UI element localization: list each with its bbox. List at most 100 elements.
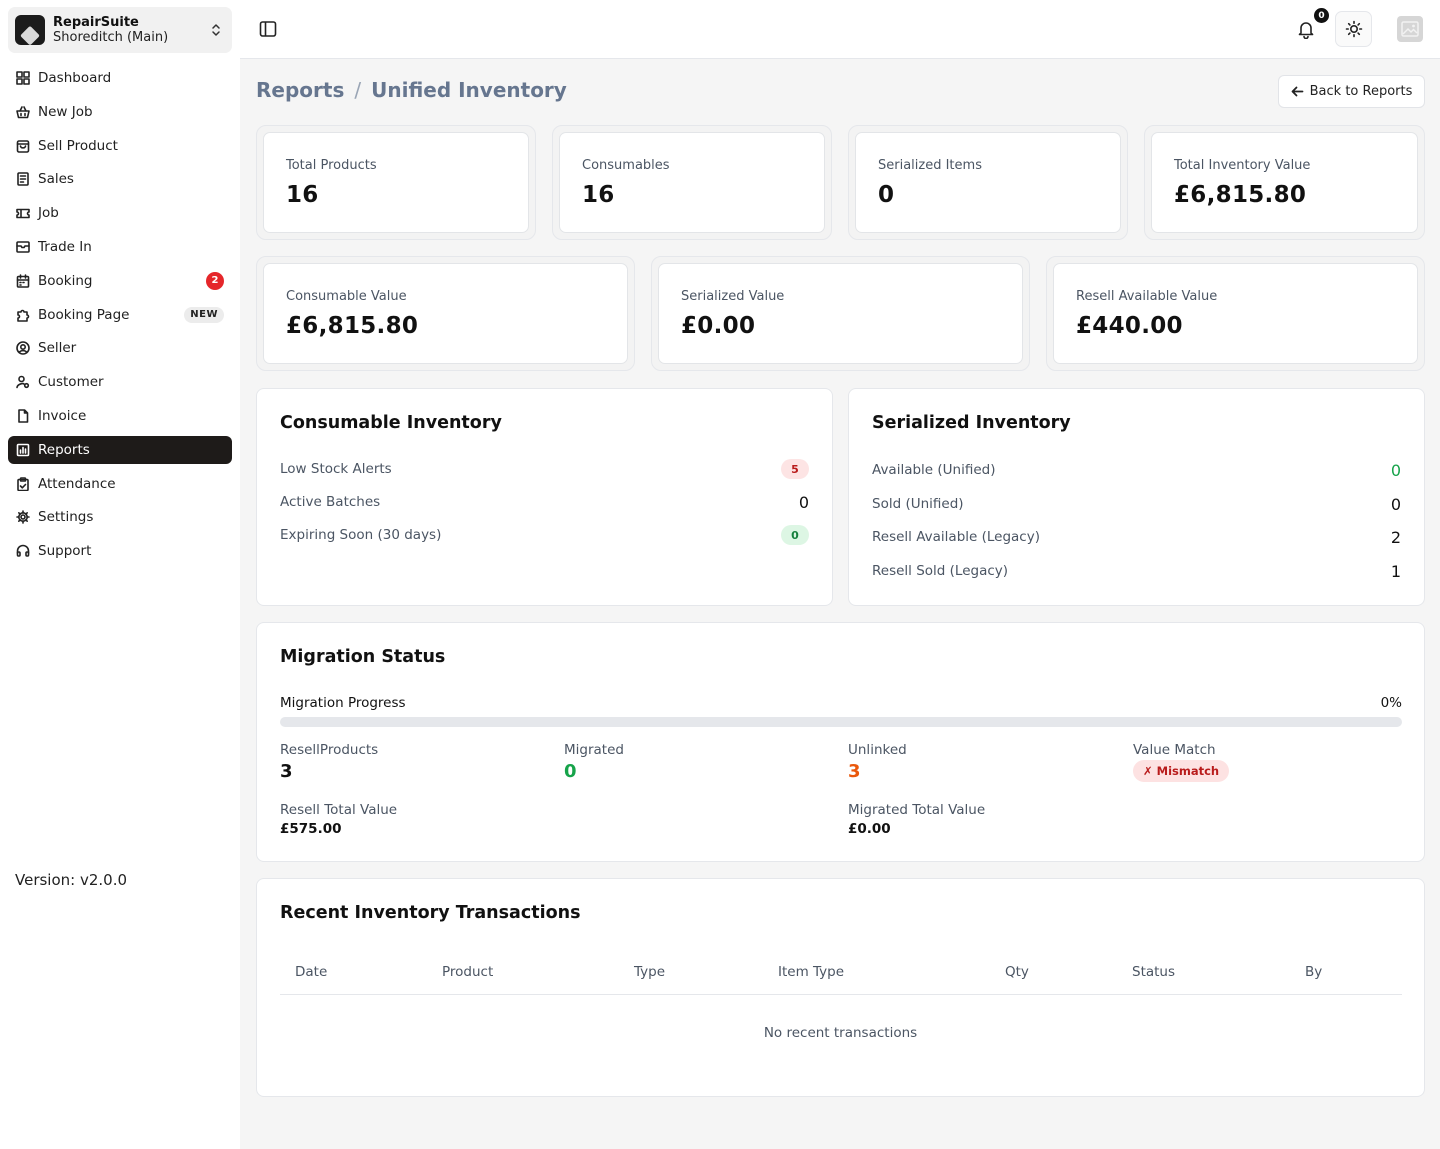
- column-header-by[interactable]: By: [1305, 964, 1323, 980]
- sidebar-item-invoice[interactable]: Invoice: [8, 402, 232, 430]
- sidebar: RepairSuite Shoreditch (Main) Dashboard …: [0, 0, 240, 1149]
- sidebar-item-sell-product[interactable]: Sell Product: [8, 132, 232, 160]
- sidebar-item-label: Reports: [38, 441, 90, 458]
- mig-label: Resell Total Value: [280, 802, 398, 818]
- sidebar-item-settings[interactable]: Settings: [8, 503, 232, 531]
- sidebar-toggle-icon[interactable]: [259, 20, 277, 38]
- org-switcher[interactable]: RepairSuite Shoreditch (Main): [8, 7, 232, 53]
- stat-value: 16: [582, 182, 615, 208]
- basket-icon: [16, 105, 30, 119]
- booking-count-badge: 2: [206, 271, 224, 290]
- stat-serialized-items: Serialized Items 0: [848, 125, 1128, 240]
- sidebar-item-seller[interactable]: Seller: [8, 334, 232, 362]
- sun-icon: [1345, 20, 1362, 38]
- active-batches-row: Active Batches 0: [280, 492, 809, 512]
- mig-value: £575.00: [280, 821, 342, 837]
- sidebar-item-booking[interactable]: Booking 2: [8, 267, 232, 295]
- sidebar-item-trade-in[interactable]: Trade In: [8, 233, 232, 261]
- migrated-stat: Migrated 0: [564, 742, 624, 782]
- column-header-qty[interactable]: Qty: [1005, 964, 1029, 980]
- breadcrumb-parent[interactable]: Reports: [256, 78, 345, 102]
- migration-progress-percent: 0%: [1380, 695, 1402, 711]
- sidebar-item-label: Job: [38, 205, 59, 222]
- sidebar-item-job[interactable]: Job: [8, 199, 232, 227]
- kv-value: 1: [1390, 561, 1401, 581]
- image-placeholder-icon: [1401, 21, 1419, 37]
- column-header-product[interactable]: Product: [442, 964, 494, 980]
- stat-value: £6,815.80: [1174, 182, 1307, 208]
- low-stock-alerts-row: Low Stock Alerts 5: [280, 459, 809, 479]
- back-to-reports-button[interactable]: Back to Reports: [1278, 75, 1425, 108]
- stat-label: Total Products: [286, 158, 377, 173]
- unlinked-stat: Unlinked 3: [848, 742, 907, 782]
- sidebar-item-reports[interactable]: Reports: [8, 435, 232, 464]
- stat-label: Serialized Items: [878, 158, 982, 173]
- avatar[interactable]: [1397, 16, 1423, 42]
- kv-value: 0: [1390, 494, 1401, 514]
- column-header-item-type[interactable]: Item Type: [778, 964, 845, 980]
- notification-count-badge: 0: [1314, 8, 1329, 23]
- sold-unified-row: Sold (Unified) 0: [872, 494, 1401, 514]
- sidebar-item-new-job[interactable]: New Job: [8, 98, 232, 126]
- arrow-left-icon: [1291, 86, 1304, 97]
- stat-serialized-value: Serialized Value £0.00: [651, 256, 1030, 371]
- consumable-inventory-card: Consumable Inventory Low Stock Alerts 5 …: [256, 388, 833, 606]
- sidebar-item-label: Support: [38, 543, 92, 560]
- stat-consumable-value: Consumable Value £6,815.80: [256, 256, 635, 371]
- new-badge: NEW: [184, 306, 224, 323]
- breadcrumb-current: Unified Inventory: [371, 78, 567, 102]
- stat-resell-available-value: Resell Available Value £440.00: [1046, 256, 1425, 371]
- sidebar-item-label: Customer: [38, 374, 104, 391]
- stat-value: £6,815.80: [286, 313, 419, 339]
- mig-label: Value Match: [1133, 742, 1216, 758]
- stat-value: 16: [286, 182, 319, 208]
- stat-label: Consumable Value: [286, 289, 407, 304]
- headset-icon: [16, 544, 30, 558]
- calendar-icon: [16, 273, 30, 288]
- migration-status-card: Migration Status Migration Progress 0% R…: [256, 622, 1425, 862]
- sidebar-item-label: Dashboard: [38, 70, 112, 86]
- org-logo: [15, 15, 45, 45]
- sidebar-nav: Dashboard New Job Sell Product Sales Job…: [8, 64, 232, 571]
- bell-icon[interactable]: [1296, 19, 1316, 39]
- kv-value: 2: [1390, 527, 1401, 547]
- breadcrumb-separator: /: [354, 78, 362, 102]
- kv-label: Expiring Soon (30 days): [280, 527, 442, 543]
- mig-label: Unlinked: [848, 742, 907, 758]
- stat-label: Total Inventory Value: [1174, 158, 1311, 173]
- column-header-status[interactable]: Status: [1132, 964, 1176, 980]
- low-stock-badge: 5: [781, 459, 809, 479]
- grid-icon: [16, 71, 30, 85]
- value-match-stat: Value Match ✗ Mismatch: [1133, 742, 1230, 782]
- column-header-date[interactable]: Date: [295, 964, 328, 980]
- mig-label: ResellProducts: [280, 742, 379, 758]
- expiring-soon-badge: 0: [781, 525, 809, 545]
- migrated-total-value-stat: Migrated Total Value £0.00: [848, 802, 985, 837]
- shopping-bag-icon: [16, 139, 30, 153]
- sidebar-item-dashboard[interactable]: Dashboard: [8, 64, 232, 92]
- sidebar-item-label: Settings: [38, 509, 94, 526]
- sidebar-item-attendance[interactable]: Attendance: [8, 470, 232, 498]
- kv-label: Active Batches: [280, 494, 381, 510]
- card-title: Migration Status: [280, 647, 446, 667]
- ticket-icon: [16, 206, 30, 220]
- stat-label: Resell Available Value: [1076, 289, 1218, 304]
- user-circle-icon: [16, 341, 30, 356]
- sidebar-item-customer[interactable]: Customer: [8, 368, 232, 396]
- kv-value: 0: [1390, 460, 1401, 480]
- mig-value: 3: [848, 761, 861, 782]
- mig-value: 3: [280, 761, 293, 782]
- resell-total-value-stat: Resell Total Value £575.00: [280, 802, 397, 837]
- expiring-soon-row: Expiring Soon (30 days) 0: [280, 525, 809, 545]
- sidebar-item-support[interactable]: Support: [8, 537, 232, 565]
- sidebar-item-booking-page[interactable]: Booking Page NEW: [8, 301, 232, 329]
- theme-toggle-button[interactable]: [1335, 11, 1372, 47]
- sidebar-item-label: Invoice: [38, 407, 87, 424]
- kv-value: 0: [798, 492, 809, 512]
- sidebar-item-label: Sales: [38, 171, 74, 188]
- column-header-type[interactable]: Type: [634, 964, 666, 980]
- sidebar-item-label: Booking: [38, 272, 93, 289]
- sidebar-item-sales[interactable]: Sales: [8, 165, 232, 193]
- archive-icon: [16, 240, 30, 254]
- top-bar: 0: [240, 0, 1440, 59]
